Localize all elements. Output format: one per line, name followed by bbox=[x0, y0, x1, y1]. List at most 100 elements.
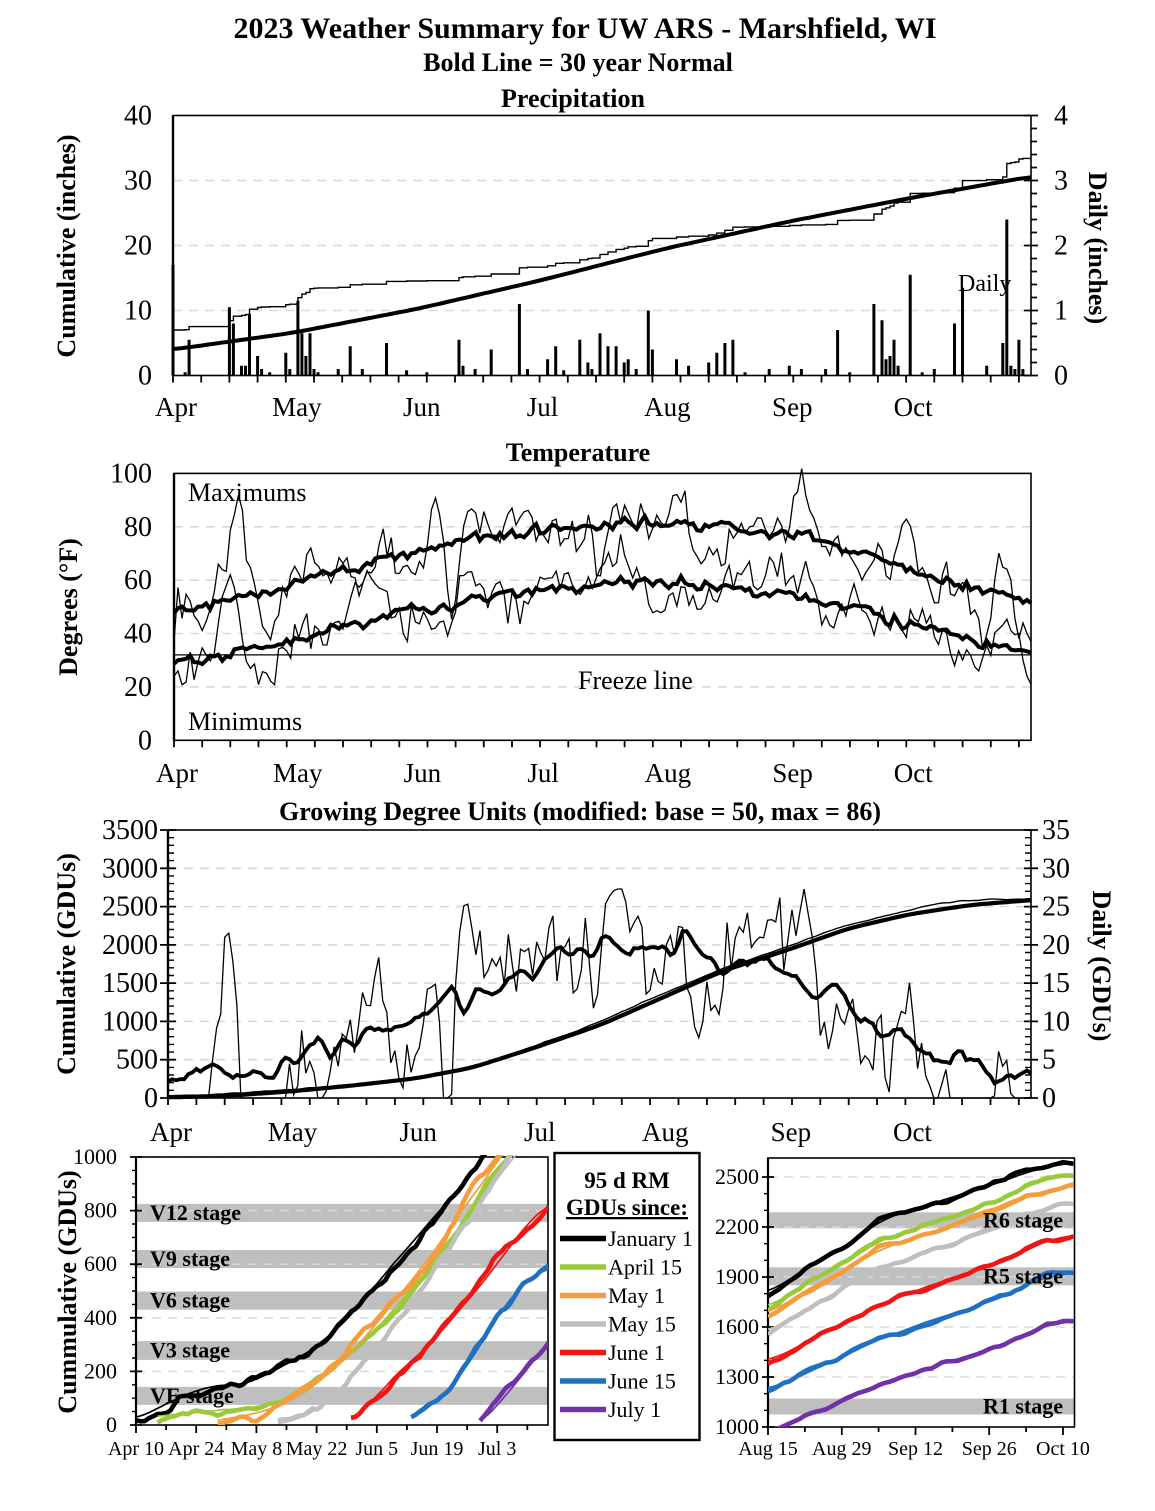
svg-text:Apr: Apr bbox=[156, 758, 198, 788]
svg-text:35: 35 bbox=[1042, 815, 1070, 846]
svg-text:Apr: Apr bbox=[155, 392, 197, 422]
svg-text:30: 30 bbox=[1042, 853, 1070, 884]
svg-text:Sep: Sep bbox=[772, 758, 813, 788]
svg-text:200: 200 bbox=[84, 1358, 117, 1383]
svg-text:January 1: January 1 bbox=[608, 1226, 693, 1251]
svg-text:2500: 2500 bbox=[715, 1164, 759, 1189]
svg-text:Bold Line = 30 year Normal: Bold Line = 30 year Normal bbox=[423, 48, 733, 77]
svg-text:1600: 1600 bbox=[715, 1314, 759, 1339]
svg-text:Apr 10: Apr 10 bbox=[108, 1438, 164, 1460]
svg-text:R1 stage: R1 stage bbox=[983, 1394, 1063, 1419]
svg-text:May: May bbox=[268, 1117, 318, 1147]
svg-text:Jul: Jul bbox=[527, 392, 559, 422]
svg-text:Jun: Jun bbox=[404, 758, 442, 788]
svg-text:4: 4 bbox=[1054, 101, 1068, 132]
svg-text:Oct 10: Oct 10 bbox=[1036, 1438, 1090, 1460]
svg-text:Aug: Aug bbox=[645, 758, 692, 788]
svg-text:2023 Weather Summary for UW AR: 2023 Weather Summary for UW ARS - Marshf… bbox=[233, 12, 936, 45]
svg-text:Sep: Sep bbox=[772, 392, 813, 422]
svg-text:2200: 2200 bbox=[715, 1214, 759, 1239]
svg-text:Temperature: Temperature bbox=[506, 438, 650, 467]
svg-text:Sep 26: Sep 26 bbox=[962, 1438, 1017, 1460]
svg-text:1300: 1300 bbox=[715, 1364, 759, 1389]
svg-text:1500: 1500 bbox=[102, 968, 158, 999]
svg-text:600: 600 bbox=[84, 1251, 117, 1276]
svg-text:5: 5 bbox=[1042, 1045, 1056, 1076]
svg-text:Daily (GDUs): Daily (GDUs) bbox=[1087, 891, 1116, 1042]
svg-text:1: 1 bbox=[1054, 296, 1068, 327]
svg-text:Jun 19: Jun 19 bbox=[411, 1438, 464, 1460]
svg-text:0: 0 bbox=[144, 1083, 158, 1114]
svg-text:2: 2 bbox=[1054, 231, 1068, 262]
svg-text:June 15: June 15 bbox=[608, 1369, 676, 1394]
svg-text:100: 100 bbox=[110, 458, 152, 489]
svg-text:Oct: Oct bbox=[894, 758, 933, 788]
svg-text:25: 25 bbox=[1042, 892, 1070, 923]
svg-text:Minimums: Minimums bbox=[188, 707, 302, 736]
svg-text:Aug 29: Aug 29 bbox=[812, 1438, 871, 1460]
svg-text:V12 stage: V12 stage bbox=[150, 1200, 241, 1225]
svg-text:0: 0 bbox=[1042, 1083, 1056, 1114]
svg-text:Apr 24: Apr 24 bbox=[168, 1438, 224, 1460]
svg-text:30: 30 bbox=[124, 166, 152, 197]
svg-text:April 15: April 15 bbox=[608, 1255, 682, 1280]
svg-text:May 1: May 1 bbox=[608, 1283, 665, 1308]
svg-text:1900: 1900 bbox=[715, 1264, 759, 1289]
svg-text:0: 0 bbox=[106, 1412, 117, 1437]
svg-text:Aug: Aug bbox=[644, 392, 691, 422]
svg-text:May 15: May 15 bbox=[608, 1312, 676, 1337]
svg-text:Jul: Jul bbox=[527, 758, 559, 788]
svg-text:10: 10 bbox=[124, 296, 152, 327]
svg-text:Oct: Oct bbox=[894, 392, 933, 422]
svg-text:June 1: June 1 bbox=[608, 1340, 665, 1365]
svg-text:3: 3 bbox=[1054, 166, 1068, 197]
svg-text:95 d RM: 95 d RM bbox=[584, 1168, 670, 1193]
svg-text:Freeze line: Freeze line bbox=[578, 666, 693, 695]
svg-text:Cummulative (GDUs): Cummulative (GDUs) bbox=[53, 1170, 82, 1413]
svg-text:GDUs since:: GDUs since: bbox=[566, 1195, 688, 1220]
svg-text:Growing Degree Units (modified: Growing Degree Units (modified: base = 5… bbox=[279, 797, 881, 826]
svg-text:400: 400 bbox=[84, 1305, 117, 1330]
svg-text:Daily: Daily bbox=[958, 271, 1011, 297]
svg-text:1000: 1000 bbox=[73, 1144, 117, 1169]
svg-text:Sep 12: Sep 12 bbox=[888, 1438, 943, 1460]
svg-text:Jun 5: Jun 5 bbox=[355, 1438, 398, 1460]
svg-text:40: 40 bbox=[124, 101, 152, 132]
svg-text:20: 20 bbox=[1042, 930, 1070, 961]
svg-text:Sep: Sep bbox=[771, 1117, 812, 1147]
svg-text:3000: 3000 bbox=[102, 853, 158, 884]
svg-text:0: 0 bbox=[138, 725, 152, 756]
svg-text:Oct: Oct bbox=[893, 1117, 932, 1147]
svg-text:R6 stage: R6 stage bbox=[983, 1207, 1063, 1232]
svg-text:20: 20 bbox=[124, 672, 152, 703]
svg-text:500: 500 bbox=[116, 1045, 158, 1076]
svg-text:Precipitation: Precipitation bbox=[501, 84, 645, 113]
svg-text:May 8: May 8 bbox=[231, 1438, 283, 1460]
svg-text:May: May bbox=[272, 392, 322, 422]
svg-text:60: 60 bbox=[124, 565, 152, 596]
svg-text:Jul 3: Jul 3 bbox=[478, 1438, 516, 1460]
svg-text:R5 stage: R5 stage bbox=[983, 1263, 1063, 1288]
svg-text:Aug: Aug bbox=[642, 1117, 689, 1147]
svg-text:Cumulative (GDUs): Cumulative (GDUs) bbox=[52, 853, 81, 1075]
svg-text:V9 stage: V9 stage bbox=[150, 1246, 230, 1271]
svg-text:800: 800 bbox=[84, 1198, 117, 1223]
svg-text:0: 0 bbox=[1054, 361, 1068, 392]
svg-text:Jun: Jun bbox=[403, 392, 441, 422]
svg-text:40: 40 bbox=[124, 619, 152, 650]
svg-text:0: 0 bbox=[138, 361, 152, 392]
svg-text:10: 10 bbox=[1042, 1006, 1070, 1037]
svg-text:Cumulative (inches): Cumulative (inches) bbox=[52, 134, 81, 357]
svg-text:V6 stage: V6 stage bbox=[150, 1288, 230, 1313]
svg-text:May: May bbox=[273, 758, 323, 788]
svg-text:May 22: May 22 bbox=[286, 1438, 348, 1460]
svg-text:1000: 1000 bbox=[715, 1414, 759, 1439]
svg-text:Apr: Apr bbox=[150, 1117, 192, 1147]
svg-text:V3 stage: V3 stage bbox=[150, 1337, 230, 1362]
svg-text:Jun: Jun bbox=[399, 1117, 437, 1147]
svg-text:Jul: Jul bbox=[524, 1117, 556, 1147]
svg-text:Aug 15: Aug 15 bbox=[738, 1438, 797, 1460]
svg-text:Daily (inches): Daily (inches) bbox=[1083, 172, 1112, 324]
svg-text:15: 15 bbox=[1042, 968, 1070, 999]
svg-text:Maximums: Maximums bbox=[188, 478, 306, 507]
